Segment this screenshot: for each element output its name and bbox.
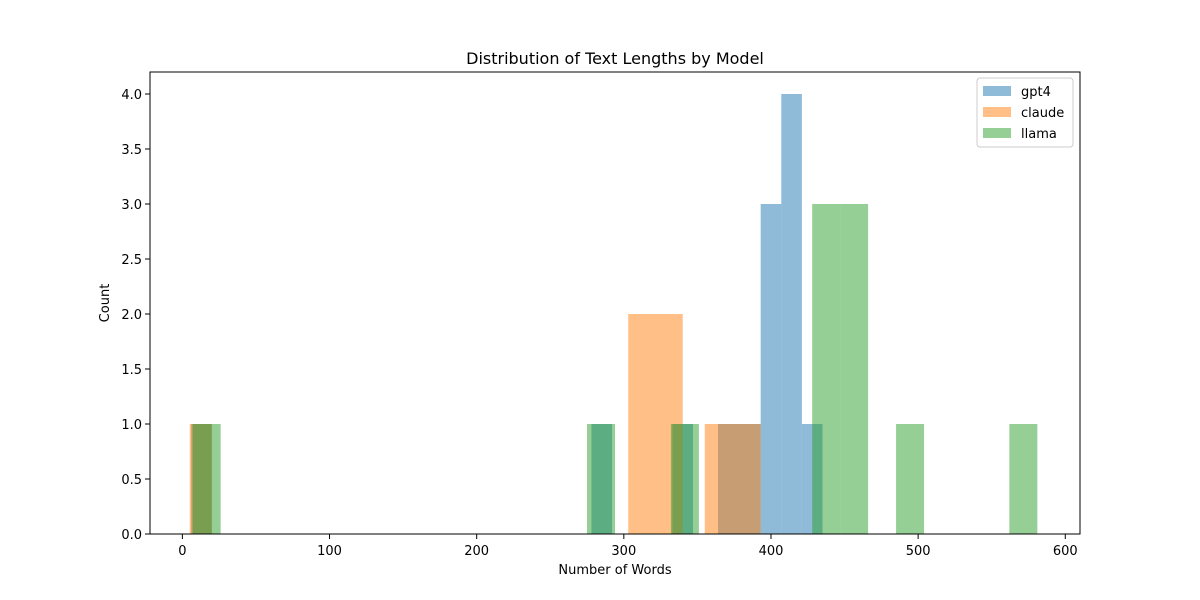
y-tick-label: 3.0 [121,198,142,213]
bar-llama-6 [1009,424,1038,534]
x-tick-label: 400 [759,544,784,559]
bar-llama-1 [587,424,615,534]
legend-swatch-claude [983,107,1011,117]
chart-title: Distribution of Text Lengths by Model [466,49,764,68]
bar-gpt4-6 [781,94,802,534]
x-axis-label: Number of Words [558,563,671,578]
x-tick-label: 200 [464,544,489,559]
y-axis: 0.0 0.5 1.0 1.5 2.0 2.5 3.0 3.5 4.0 [121,88,150,543]
legend-label-gpt4: gpt4 [1021,85,1051,100]
x-axis: 0 100 200 300 400 500 600 [178,534,1078,559]
y-tick-label: 4.0 [121,88,142,103]
x-tick-label: 600 [1053,544,1078,559]
y-axis-label: Count [98,284,113,323]
plot-frame [149,71,1081,535]
x-tick-label: 300 [611,544,636,559]
bar-claude-3 [704,424,761,534]
y-tick-label: 1.5 [121,363,142,378]
legend-swatch-gpt4 [983,86,1011,96]
legend-label-claude: claude [1021,106,1064,121]
legend: gpt4 claude llama [976,77,1074,148]
y-tick-label: 0.5 [121,473,142,488]
legend-swatch-llama [983,128,1011,138]
y-tick-label: 3.5 [121,143,142,158]
x-tick-label: 500 [906,544,931,559]
y-tick-label: 2.5 [121,253,142,268]
bar-claude-1 [628,314,673,534]
bars-group [189,94,1038,534]
bar-llama-2 [670,424,699,534]
bar-llama-5 [896,424,925,534]
bar-llama-0 [192,424,221,534]
y-tick-label: 2.0 [121,308,142,323]
legend-label-llama: llama [1021,127,1057,142]
y-tick-label: 0.0 [121,528,142,543]
x-tick-label: 0 [178,544,186,559]
bar-llama-4 [840,204,869,534]
bar-llama-3 [812,204,841,534]
y-tick-label: 1.0 [121,418,142,433]
bar-gpt4-5 [760,204,782,534]
x-tick-label: 100 [317,544,342,559]
